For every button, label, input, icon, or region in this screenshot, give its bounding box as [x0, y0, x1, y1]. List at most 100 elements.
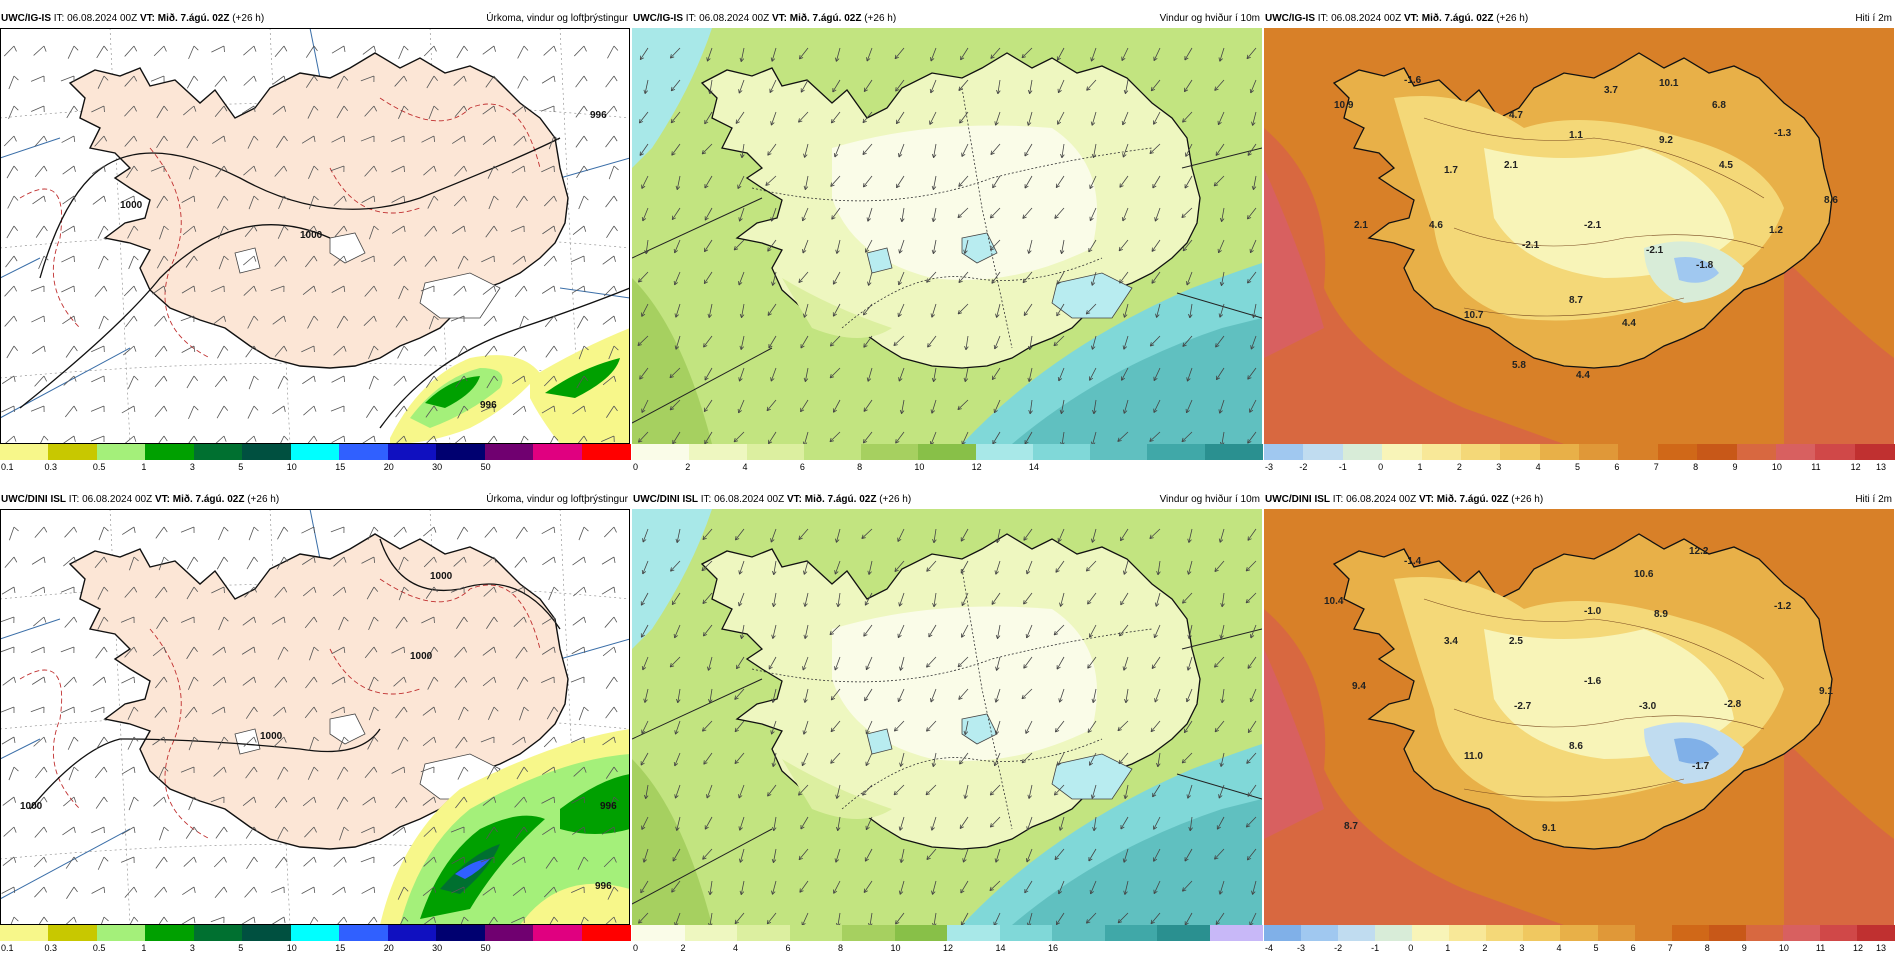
- colorbar-swatch: [1737, 444, 1777, 460]
- colorbar-tick-label: 0.3: [44, 942, 57, 954]
- colorbar-swatch: [0, 444, 49, 460]
- panel-title: Úrkoma, vindur og loftþrýstingur: [486, 10, 628, 28]
- colorbar-swatch: [1338, 925, 1376, 941]
- temperature-value: 10.9: [1334, 100, 1354, 111]
- panel-title: Vindur og hviður í 10m: [1160, 10, 1260, 28]
- colorbar-tick-label: 8: [838, 942, 843, 954]
- colorbar-swatch: [436, 925, 485, 941]
- colorbar-tick-label: -3: [1265, 461, 1273, 473]
- colorbar-swatch: [1343, 444, 1383, 460]
- colorbar-tick-label: 50: [481, 461, 491, 473]
- colorbar-tick-label: 10: [287, 942, 297, 954]
- colorbar-swatch: [291, 925, 340, 941]
- run-time: 06.08.2024 00Z: [1346, 494, 1416, 505]
- colorbar-swatch: [1461, 444, 1501, 460]
- it-label: IT:: [1318, 13, 1329, 24]
- it-label: IT:: [54, 13, 65, 24]
- temperature-value: -1.2: [1774, 601, 1792, 612]
- temperature-value: 11.0: [1464, 751, 1483, 762]
- colorbar-tick-label: 20: [384, 461, 394, 473]
- colorbar-tick-label: -4: [1265, 942, 1273, 954]
- colorbar-swatch: [1090, 444, 1148, 460]
- it-label: IT:: [1333, 494, 1344, 505]
- it-label: IT:: [69, 494, 80, 505]
- colorbar-tick-label: 5: [238, 461, 243, 473]
- colorbar-tick-label: 2: [1482, 942, 1487, 954]
- temperature-value: -2.1: [1522, 240, 1540, 251]
- lead-time: (+26 h): [247, 494, 279, 505]
- temperature-value: -2.1: [1584, 220, 1602, 231]
- colorbar-tick-label: 4: [1536, 461, 1541, 473]
- colorbar-swatch: [97, 444, 146, 460]
- colorbar-swatch: [1382, 444, 1422, 460]
- colorbar-tick-label: 1: [1418, 461, 1423, 473]
- temperature-value: 9.2: [1659, 135, 1673, 146]
- colorbar-swatch: [1303, 444, 1343, 460]
- temperature-value: 4.4: [1576, 370, 1590, 381]
- colorbar-tick-label: 2: [685, 461, 690, 473]
- colorbar-swatch: [436, 444, 485, 460]
- colorbar-tick-label: 10: [891, 942, 901, 954]
- colorbar-swatch: [1157, 925, 1210, 941]
- panel-title: Hiti í 2m: [1855, 491, 1892, 509]
- temperature-value: 4.4: [1622, 318, 1636, 329]
- colorbar-swatch: [145, 925, 194, 941]
- valid-time: Mið. 7.ágú. 02Z: [1437, 494, 1509, 505]
- colorbar-tick-label: 30: [432, 942, 442, 954]
- temperature-value: 1.7: [1444, 165, 1458, 176]
- valid-time: Mið. 7.ágú. 02Z: [805, 494, 877, 505]
- colorbar-swatch: [1033, 444, 1091, 460]
- isobar-label: 1000: [120, 200, 143, 211]
- temperature-value: 10.1: [1659, 78, 1679, 89]
- colorbar: [632, 925, 1262, 941]
- temperature-value: 9.1: [1819, 686, 1833, 697]
- colorbar-tick-label: 7: [1654, 461, 1659, 473]
- run-info: UWC/IG-IS IT: 06.08.2024 00Z VT: Mið. 7.…: [1265, 10, 1528, 28]
- colorbar-tick-label: 12: [1853, 942, 1863, 954]
- colorbar-tick-label: 0.5: [93, 461, 106, 473]
- panel-header: UWC/IG-IS IT: 06.08.2024 00Z VT: Mið. 7.…: [0, 10, 630, 28]
- colorbar-tick-label: 0: [1408, 942, 1413, 954]
- temperature-value: 4.5: [1719, 160, 1733, 171]
- temperature-value: 4.6: [1429, 220, 1443, 231]
- colorbar-tick-label: 9: [1733, 461, 1738, 473]
- colorbar-tick-label: 20: [384, 942, 394, 954]
- colorbar: [0, 925, 630, 941]
- colorbar-tick-label: 0: [633, 942, 638, 954]
- temperature-value: 2.5: [1509, 636, 1523, 647]
- colorbar-swatch: [533, 925, 582, 941]
- model-name: UWC/DINI ISL: [633, 494, 698, 505]
- colorbar-tick-label: 1: [141, 942, 146, 954]
- colorbar-tick-label: 0.1: [1, 461, 14, 473]
- colorbar-swatch: [242, 925, 291, 941]
- colorbar-swatch: [632, 444, 690, 460]
- run-info: UWC/DINI ISL IT: 06.08.2024 00Z VT: Mið.…: [1, 491, 279, 509]
- panel-header: UWC/IG-IS IT: 06.08.2024 00Z VT: Mið. 7.…: [1264, 10, 1894, 28]
- vt-label: VT:: [772, 13, 787, 24]
- colorbar-swatch: [1857, 925, 1895, 941]
- colorbar: [632, 444, 1262, 460]
- colorbar-swatch: [485, 444, 534, 460]
- colorbar-tick-label: 8: [1693, 461, 1698, 473]
- colorbar-tick-label: 9: [1742, 942, 1747, 954]
- it-label: IT:: [701, 494, 712, 505]
- colorbar-swatch: [737, 925, 790, 941]
- colorbar-tick-label: 3: [1496, 461, 1501, 473]
- colorbar-tick-label: 10: [1772, 461, 1782, 473]
- colorbar-swatch: [242, 444, 291, 460]
- colorbar-swatch: [1205, 444, 1263, 460]
- colorbar-tick-label: 14: [1029, 461, 1039, 473]
- temperature-value: 10.4: [1324, 596, 1344, 607]
- temperature-value: -3.0: [1639, 701, 1657, 712]
- isobar-label: 1000: [260, 731, 283, 742]
- model-name: UWC/IG-IS: [633, 13, 683, 24]
- colorbar-swatch: [842, 925, 895, 941]
- temperature-value: -1.3: [1774, 128, 1792, 139]
- map-svg: [632, 509, 1262, 925]
